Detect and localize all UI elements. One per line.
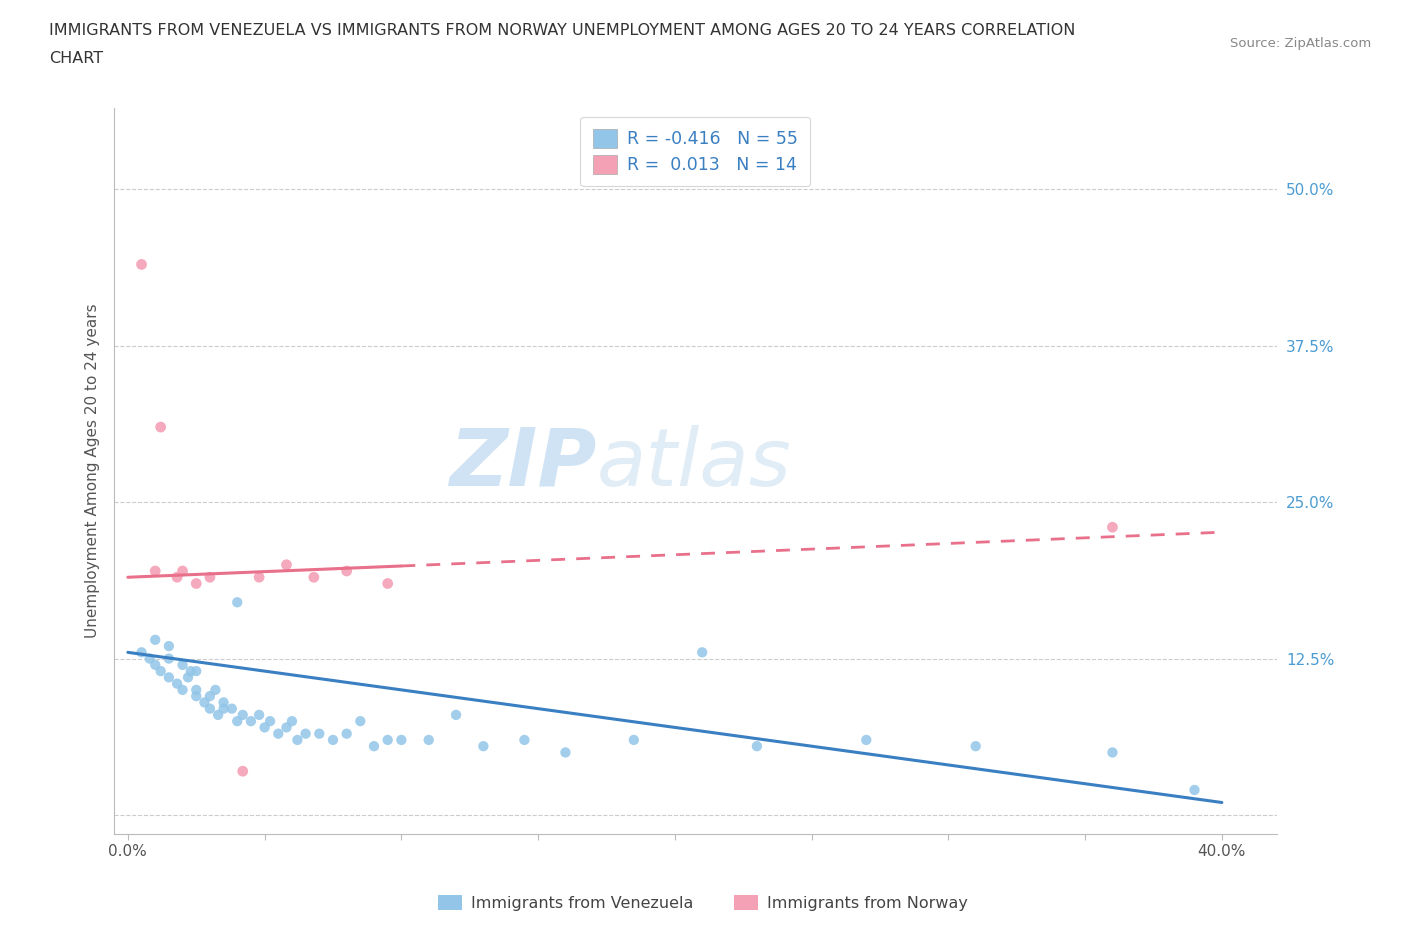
Point <box>198 689 221 704</box>
Point <box>149 419 172 434</box>
Point <box>143 564 166 578</box>
Point <box>349 713 371 728</box>
Point <box>143 632 166 647</box>
Point <box>965 738 987 753</box>
Point <box>276 557 298 572</box>
Point <box>157 651 180 666</box>
Text: IMMIGRANTS FROM VENEZUELA VS IMMIGRANTS FROM NORWAY UNEMPLOYMENT AMONG AGES 20 T: IMMIGRANTS FROM VENEZUELA VS IMMIGRANTS … <box>49 23 1076 38</box>
Point <box>212 695 235 710</box>
Point <box>308 726 330 741</box>
Point <box>186 664 208 679</box>
Point <box>226 713 249 728</box>
Text: CHART: CHART <box>49 51 103 66</box>
Point <box>226 595 249 610</box>
Point <box>221 701 243 716</box>
Point <box>276 720 298 735</box>
Point <box>554 745 576 760</box>
Point <box>193 695 215 710</box>
Point <box>855 733 877 748</box>
Legend: R = -0.416   N = 55, R =  0.013   N = 14: R = -0.416 N = 55, R = 0.013 N = 14 <box>581 116 810 187</box>
Point <box>322 733 344 748</box>
Point <box>157 670 180 684</box>
Point <box>232 708 254 723</box>
Point <box>389 733 412 748</box>
Point <box>157 639 180 654</box>
Point <box>232 764 254 778</box>
Text: ZIP: ZIP <box>449 425 596 502</box>
Point <box>247 570 270 585</box>
Legend: Immigrants from Venezuela, Immigrants from Norway: Immigrants from Venezuela, Immigrants fr… <box>432 888 974 917</box>
Point <box>745 738 768 753</box>
Point <box>623 733 645 748</box>
Point <box>1184 782 1206 797</box>
Point <box>1101 520 1123 535</box>
Point <box>177 670 200 684</box>
Point <box>149 664 172 679</box>
Point <box>253 720 276 735</box>
Point <box>287 733 309 748</box>
Point <box>131 257 153 272</box>
Point <box>186 576 208 591</box>
Text: Source: ZipAtlas.com: Source: ZipAtlas.com <box>1230 37 1371 50</box>
Point <box>198 701 221 716</box>
Point <box>336 726 359 741</box>
Point <box>302 570 325 585</box>
Point <box>172 683 194 698</box>
Point <box>377 576 399 591</box>
Point <box>513 733 536 748</box>
Point <box>180 664 202 679</box>
Point <box>690 644 713 659</box>
Point <box>198 570 221 585</box>
Point <box>472 738 495 753</box>
Point <box>363 738 385 753</box>
Point <box>172 564 194 578</box>
Point <box>281 713 304 728</box>
Point <box>336 564 359 578</box>
Point <box>172 658 194 672</box>
Point <box>139 651 162 666</box>
Point <box>1101 745 1123 760</box>
Point <box>212 701 235 716</box>
Text: atlas: atlas <box>596 425 792 502</box>
Point <box>377 733 399 748</box>
Point <box>143 658 166 672</box>
Point <box>259 713 281 728</box>
Y-axis label: Unemployment Among Ages 20 to 24 years: Unemployment Among Ages 20 to 24 years <box>86 303 100 638</box>
Point <box>247 708 270 723</box>
Point <box>267 726 290 741</box>
Point <box>207 708 229 723</box>
Point <box>239 713 262 728</box>
Point <box>166 676 188 691</box>
Point <box>204 683 226 698</box>
Point <box>166 570 188 585</box>
Point <box>294 726 316 741</box>
Point <box>186 683 208 698</box>
Point <box>131 644 153 659</box>
Point <box>418 733 440 748</box>
Point <box>444 708 467 723</box>
Point <box>186 689 208 704</box>
